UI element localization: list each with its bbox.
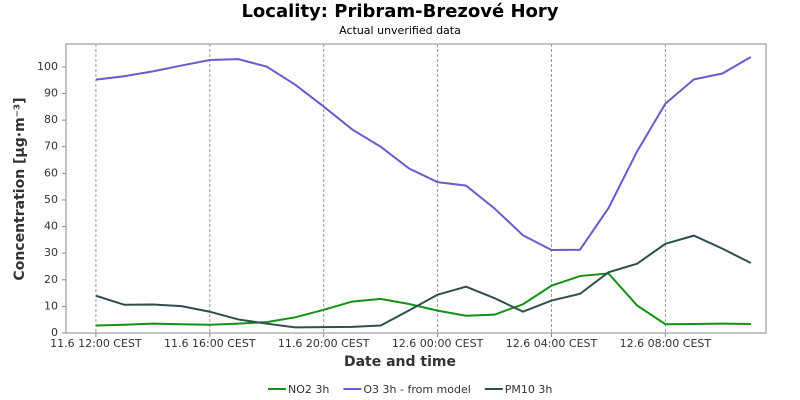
series-line	[95, 272, 751, 327]
x-tick-label: 12.6 04:00 CEST	[506, 337, 598, 350]
x-tick-label: 11.6 12:00 CEST	[50, 337, 142, 350]
x-tick-label: 11.6 16:00 CEST	[164, 337, 256, 350]
y-tick-label: 90	[44, 86, 58, 99]
legend-label: NO2 3h	[288, 383, 329, 396]
y-tick-label: 70	[44, 140, 58, 153]
y-tick-label: 80	[44, 113, 58, 126]
y-tick-label: 60	[44, 166, 58, 179]
y-tick-label: 100	[37, 60, 58, 73]
series-line	[95, 234, 752, 329]
series-line	[95, 56, 752, 251]
y-axis-label: Concentration [µg·m⁻³]	[12, 97, 28, 280]
chart-subtitle: Actual unverified data	[339, 24, 461, 37]
y-tick-label: 0	[51, 326, 58, 339]
legend-label: PM10 3h	[505, 383, 553, 396]
y-tick-label: 20	[44, 273, 58, 286]
x-tick-label: 11.6 20:00 CEST	[278, 337, 370, 350]
y-tick-label: 50	[44, 193, 58, 206]
x-tick-label: 12.6 08:00 CEST	[620, 337, 712, 350]
x-tick-label: 12.6 00:00 CEST	[392, 337, 484, 350]
x-axis-label: Date and time	[344, 354, 456, 370]
y-tick-label: 30	[44, 246, 58, 259]
chart-title: Locality: Pribram-Brezové Hory	[241, 1, 558, 22]
plot-area	[65, 43, 767, 334]
y-tick-label: 40	[44, 220, 58, 233]
y-tick-label: 10	[44, 299, 58, 312]
legend-label: O3 3h - from model	[363, 383, 470, 396]
